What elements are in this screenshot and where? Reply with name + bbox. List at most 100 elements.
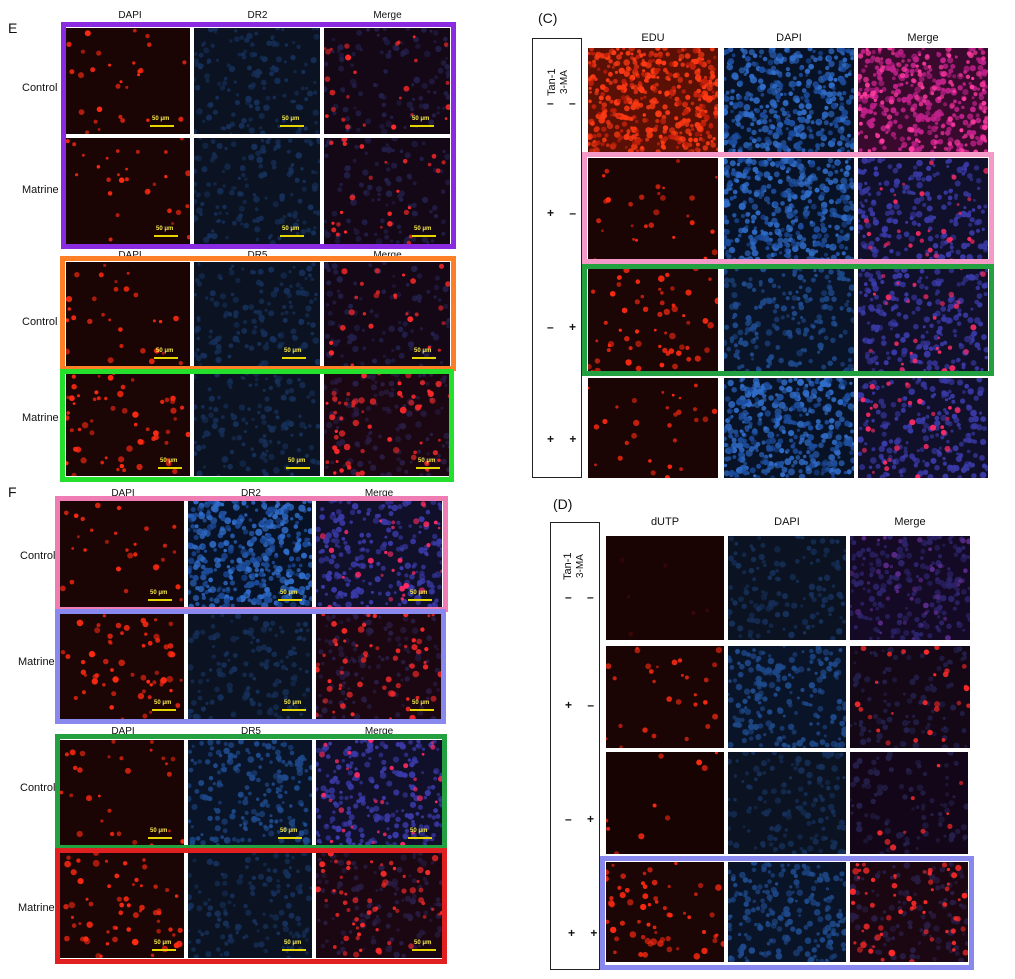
micrograph-dapi-blue: [724, 158, 854, 264]
col-header: DR5: [247, 250, 268, 261]
micrograph-edu-red: [588, 378, 718, 478]
col-header: Merge: [907, 32, 939, 44]
micrograph-merge: [324, 138, 450, 244]
treatment-signs: – +: [547, 320, 583, 334]
micrograph-merge: [858, 158, 988, 264]
row-label: Matrine: [18, 902, 55, 914]
col-header: Merge: [373, 250, 402, 261]
scale-bar: [150, 125, 174, 127]
col-header: Merge: [364, 726, 394, 737]
scale-bar-label: 50 μm: [150, 590, 168, 596]
micrograph-dapi-blue: [724, 48, 854, 152]
scale-bar-label: 50 μm: [160, 458, 178, 464]
axis-label-tan1: Tan-1: [546, 68, 558, 96]
micrograph-dapi-red: [66, 262, 190, 366]
micrograph-dapi-blue: [728, 646, 846, 748]
micrograph-dapi-red: [60, 852, 184, 958]
micrograph-merge: [324, 28, 450, 134]
col-header: dUTP: [650, 516, 680, 528]
scale-bar-label: 50 μm: [410, 828, 428, 834]
scale-bar-label: 50 μm: [284, 940, 302, 946]
micrograph-dapi-blue: [724, 268, 854, 374]
col-header: DAPI: [774, 516, 800, 528]
micrograph-dr5-blue: [188, 740, 312, 846]
treatment-signs: – –: [547, 96, 582, 110]
scale-bar-label: 50 μm: [412, 700, 430, 706]
scale-bar-label: 50 μm: [280, 590, 298, 596]
treatment-signs: + +: [547, 432, 583, 446]
micrograph-merge: [858, 378, 988, 478]
micrograph-dr2-blue: [194, 28, 320, 134]
micrograph-dapi-red: [66, 370, 190, 476]
scale-bar: [286, 467, 310, 469]
micrograph-dutp-red: [606, 862, 724, 962]
col-header: DR2: [240, 488, 261, 499]
scale-bar: [412, 235, 436, 237]
col-header: DAPI: [118, 250, 142, 261]
micrograph-merge: [316, 613, 442, 719]
treatment-signs: + –: [547, 206, 583, 220]
axis-label-tan1: Tan-1: [562, 552, 574, 580]
row-label: Matrine: [22, 184, 59, 196]
col-header: Merge: [894, 516, 926, 528]
micrograph-merge: [850, 752, 968, 854]
micrograph-dapi-red: [60, 500, 184, 608]
axis-label-3ma: 3-MA: [559, 70, 570, 94]
col-header: DR2: [247, 10, 268, 21]
micrograph-edu-red: [588, 158, 718, 264]
scale-bar-label: 50 μm: [418, 458, 436, 464]
col-header: DAPI: [111, 726, 135, 737]
scale-bar: [416, 467, 440, 469]
scale-bar: [280, 235, 304, 237]
scale-bar-label: 50 μm: [280, 828, 298, 834]
scale-bar-label: 50 μm: [284, 348, 302, 354]
scale-bar-label: 50 μm: [410, 590, 428, 596]
scale-bar: [278, 837, 302, 839]
scale-bar: [410, 125, 434, 127]
row-label: Control: [20, 782, 56, 794]
treatment-signs: – +: [565, 812, 601, 826]
micrograph-dutp-red: [606, 752, 724, 854]
micrograph-edu-red: [588, 48, 718, 152]
scale-bar: [152, 709, 176, 711]
micrograph-dapi-blue: [724, 378, 854, 478]
row-label: Control: [20, 550, 56, 562]
micrograph-merge: [316, 500, 442, 608]
scale-bar-label: 50 μm: [288, 458, 306, 464]
micrograph-dutp-red: [606, 536, 724, 640]
micrograph-dapi-blue: [728, 752, 846, 854]
scale-bar: [282, 357, 306, 359]
micrograph-dapi-blue: [728, 536, 846, 640]
scale-bar-label: 50 μm: [414, 940, 432, 946]
row-label: Matrine: [18, 656, 55, 668]
micrograph-dutp-red: [606, 646, 724, 748]
scale-bar: [412, 949, 436, 951]
micrograph-merge: [324, 262, 450, 366]
panel-label-e: E: [8, 20, 18, 36]
scale-bar: [154, 357, 178, 359]
treatment-column: [550, 522, 600, 970]
micrograph-merge: [858, 268, 988, 374]
scale-bar-label: 50 μm: [152, 116, 170, 122]
scale-bar-label: 50 μm: [156, 226, 174, 232]
col-header: EDU: [641, 32, 665, 44]
micrograph-dapi-red: [60, 613, 184, 719]
scale-bar-label: 50 μm: [284, 700, 302, 706]
scale-bar: [410, 709, 434, 711]
micrograph-dr2-blue: [188, 500, 312, 608]
panel-label-c: (C): [538, 10, 558, 26]
col-header: Merge: [364, 488, 394, 499]
scale-bar-label: 50 μm: [282, 116, 300, 122]
scale-bar-label: 50 μm: [414, 226, 432, 232]
scale-bar: [412, 357, 436, 359]
micrograph-dr5-blue: [194, 262, 320, 366]
scale-bar: [152, 949, 176, 951]
scale-bar: [154, 235, 178, 237]
micrograph-merge: [850, 862, 968, 962]
scale-bar: [282, 709, 306, 711]
micrograph-dr2-blue: [188, 613, 312, 719]
treatment-signs: + –: [565, 698, 601, 712]
row-label: Control: [22, 82, 58, 94]
micrograph-dapi-red: [60, 740, 184, 846]
scale-bar-label: 50 μm: [156, 348, 174, 354]
